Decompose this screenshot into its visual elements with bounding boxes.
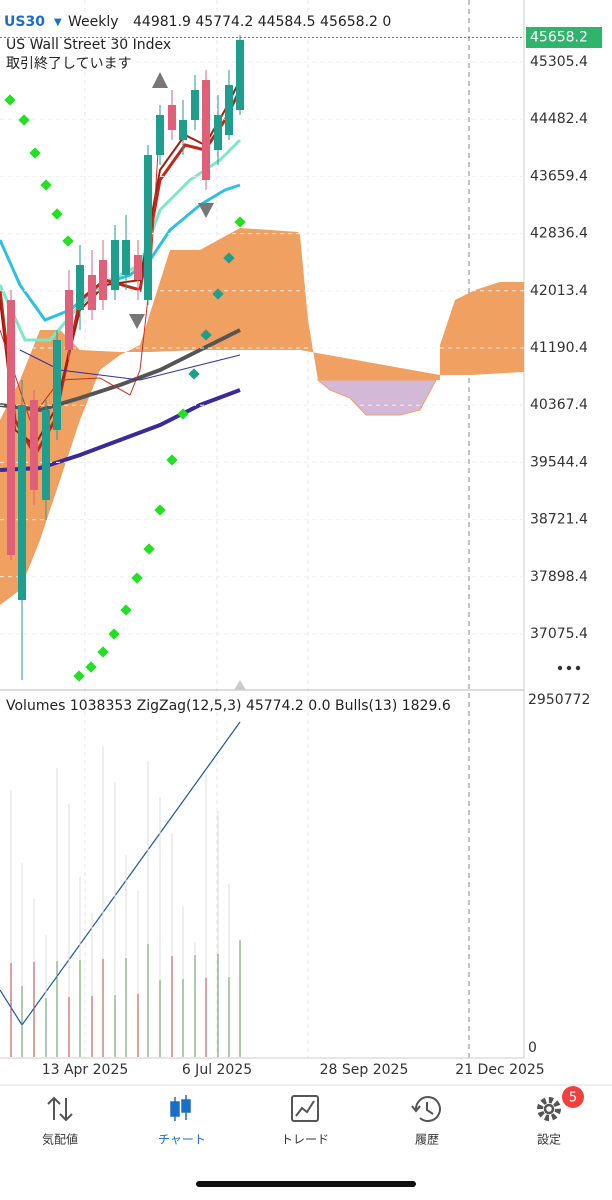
sar-dot bbox=[212, 288, 224, 300]
sar-dot bbox=[188, 368, 200, 380]
candle-body bbox=[236, 40, 244, 110]
sar-dot bbox=[234, 216, 246, 228]
sar-dot bbox=[73, 670, 85, 682]
sar-dot bbox=[85, 661, 97, 673]
sar-dot bbox=[177, 408, 189, 420]
fractal-arrow bbox=[198, 203, 214, 218]
tab-icon[interactable] bbox=[170, 1095, 191, 1121]
sar-dot bbox=[51, 208, 63, 220]
instrument-name: US Wall Street 30 Index bbox=[6, 37, 171, 53]
candle-body bbox=[156, 115, 164, 155]
candle-body bbox=[144, 155, 152, 300]
sar-dot bbox=[108, 628, 120, 640]
sar-dot bbox=[18, 114, 30, 126]
candle-body bbox=[53, 340, 61, 430]
home-indicator bbox=[196, 1181, 416, 1187]
y-tick-label: 37075.4 bbox=[530, 626, 588, 642]
y-tick-label: 42013.4 bbox=[530, 283, 588, 299]
tab-label: 履歴 bbox=[415, 1133, 439, 1147]
sar-dot bbox=[131, 572, 143, 584]
ichimoku-cloud bbox=[0, 228, 524, 605]
ma-line bbox=[0, 328, 241, 413]
y-tick-label: 44482.4 bbox=[530, 111, 588, 127]
tab-label: トレード bbox=[281, 1133, 329, 1147]
sar-dot bbox=[29, 147, 41, 159]
tab-icon[interactable] bbox=[47, 1096, 73, 1122]
sar-dot bbox=[200, 329, 212, 341]
symbol-dropdown[interactable]: ▼ bbox=[54, 17, 62, 28]
zigzag-line bbox=[0, 721, 241, 1027]
y-tick-label: 38721.4 bbox=[530, 512, 588, 528]
tab-label: 設定 bbox=[537, 1133, 561, 1147]
candle-body bbox=[42, 410, 50, 500]
symbol[interactable]: US30 bbox=[4, 14, 45, 30]
fractal-arrow bbox=[129, 314, 145, 329]
candle-body bbox=[214, 115, 222, 150]
candle-body bbox=[111, 240, 119, 290]
volume-tick-label: 2950772 bbox=[528, 692, 590, 708]
fractal-arrow bbox=[152, 72, 168, 88]
period: Weekly bbox=[68, 14, 119, 30]
market-status: 取引終了しています bbox=[6, 56, 132, 72]
tab-icon[interactable] bbox=[537, 1097, 561, 1121]
candle-body bbox=[202, 80, 210, 180]
sar-dot bbox=[62, 235, 74, 247]
tab-label: 気配値 bbox=[42, 1132, 78, 1147]
candle-body bbox=[168, 105, 176, 130]
sar-dot bbox=[120, 604, 132, 616]
x-tick-label: 13 Apr 2025 bbox=[42, 1062, 129, 1078]
candle-body bbox=[134, 255, 142, 280]
y-tick-label: 43659.4 bbox=[530, 168, 588, 184]
chart-drawing bbox=[0, 0, 581, 1059]
tab-icon[interactable] bbox=[291, 1095, 319, 1122]
sar-dot bbox=[143, 543, 155, 555]
scroll-marker bbox=[234, 680, 246, 690]
candle-body bbox=[225, 85, 233, 135]
ichimoku-cloud-bear bbox=[316, 379, 437, 416]
badge-count: 5 bbox=[569, 1091, 577, 1106]
candle-body bbox=[18, 405, 26, 600]
volume-tick-label: 0 bbox=[528, 1040, 537, 1056]
tab-label: チャート bbox=[158, 1133, 206, 1147]
more-button[interactable] bbox=[557, 665, 581, 671]
candle-body bbox=[88, 275, 96, 310]
candle-body bbox=[65, 290, 73, 350]
y-tick-label: 41190.4 bbox=[530, 340, 588, 356]
current-price: 45658.2 bbox=[530, 29, 588, 45]
current-price-box bbox=[526, 27, 602, 48]
candle-body bbox=[191, 90, 199, 120]
candle-body bbox=[30, 400, 38, 490]
y-tick-label: 42836.4 bbox=[530, 226, 588, 242]
sar-dot bbox=[154, 504, 166, 516]
notification-badge bbox=[562, 1086, 584, 1108]
sar-dot bbox=[4, 94, 16, 106]
sar-dot bbox=[97, 646, 109, 658]
candle-body bbox=[7, 300, 15, 555]
ohlc: 44981.9 45774.2 44584.5 45658.2 0 bbox=[133, 14, 391, 30]
candle-body bbox=[76, 265, 84, 310]
x-tick-label: 6 Jul 2025 bbox=[182, 1062, 252, 1078]
x-tick-label: 28 Sep 2025 bbox=[320, 1062, 409, 1078]
x-tick-label: 21 Dec 2025 bbox=[455, 1062, 544, 1078]
volume-indicators: Volumes 1038353 ZigZag(12,5,3) 45774.2 0… bbox=[6, 698, 451, 714]
candle-body bbox=[179, 120, 187, 140]
candle-body bbox=[122, 240, 130, 275]
sar-dot bbox=[166, 454, 178, 466]
y-tick-label: 39544.4 bbox=[530, 454, 588, 470]
y-tick-label: 40367.4 bbox=[530, 397, 588, 413]
sar-dot bbox=[40, 179, 52, 191]
y-tick-label: 37898.4 bbox=[530, 569, 588, 585]
sar-dot bbox=[223, 252, 235, 264]
candle-body bbox=[99, 260, 107, 300]
tab-icon[interactable] bbox=[411, 1096, 441, 1123]
y-tick-label: 45305.4 bbox=[530, 54, 588, 70]
